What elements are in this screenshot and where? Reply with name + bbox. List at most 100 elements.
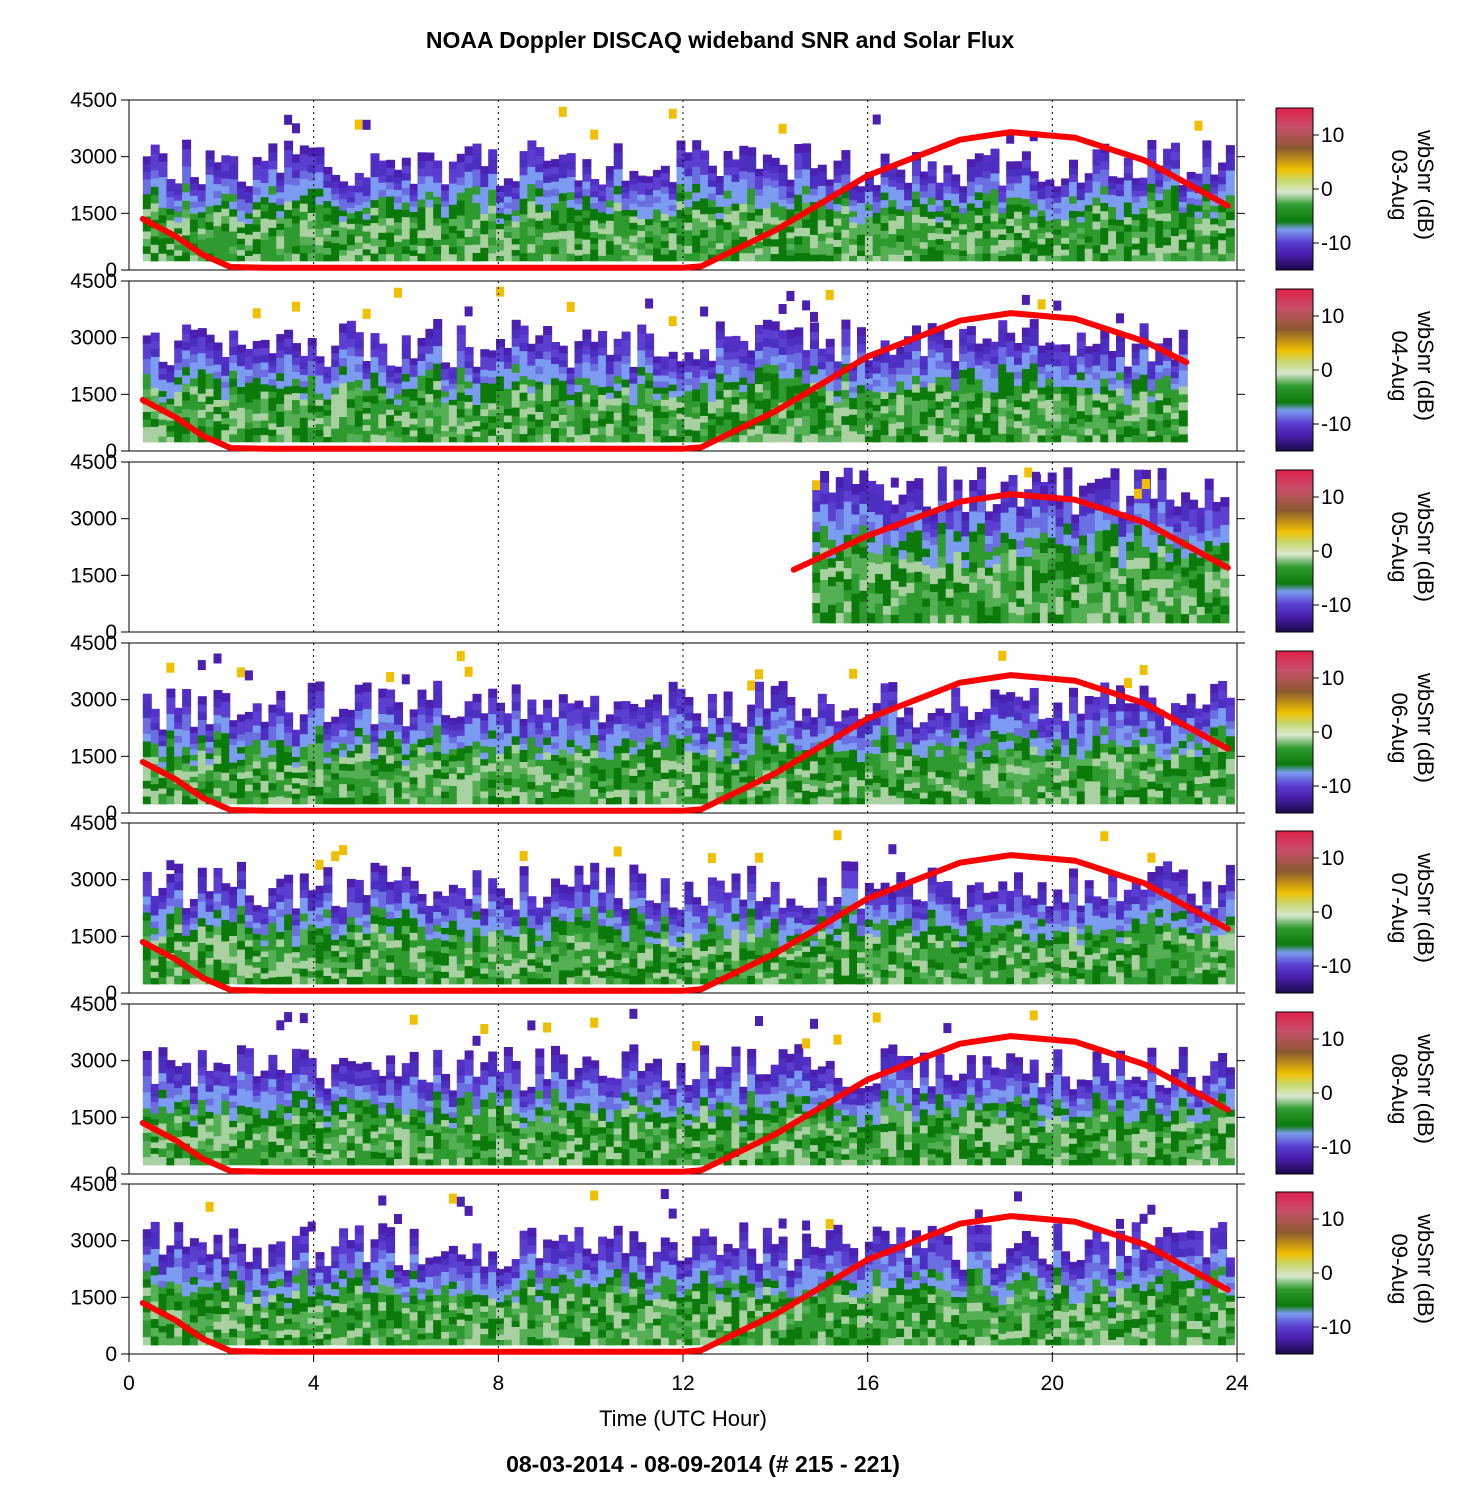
snr-cell bbox=[859, 547, 868, 559]
snr-cell bbox=[182, 746, 191, 755]
snr-cell bbox=[300, 784, 309, 791]
snr-cell bbox=[936, 433, 945, 442]
snr-cell bbox=[930, 536, 939, 545]
snr-cell bbox=[1079, 535, 1088, 546]
snr-cell bbox=[1100, 410, 1109, 419]
snr-cell bbox=[276, 731, 285, 740]
snr-cell bbox=[794, 169, 803, 178]
snr-cell bbox=[567, 383, 576, 389]
snr-cell bbox=[906, 501, 915, 512]
snr-cell bbox=[575, 377, 584, 385]
snr-cell bbox=[873, 201, 882, 207]
snr-cell bbox=[355, 248, 364, 255]
snr-cell bbox=[151, 797, 160, 805]
snr-cell bbox=[567, 394, 576, 400]
snr-cell bbox=[425, 222, 434, 231]
snr-cell bbox=[928, 433, 937, 442]
snr-cell bbox=[166, 705, 175, 714]
snr-cell bbox=[1126, 577, 1135, 587]
snr-cell bbox=[457, 192, 466, 200]
snr-cell bbox=[763, 155, 772, 163]
snr-cell bbox=[818, 220, 827, 228]
snr-cell bbox=[418, 397, 427, 405]
snr-cell bbox=[1187, 216, 1196, 223]
snr-cell bbox=[1001, 512, 1010, 523]
snr-cell bbox=[1045, 243, 1054, 250]
snr-cell bbox=[418, 345, 427, 353]
snr-cell bbox=[836, 477, 845, 488]
snr-cell bbox=[891, 555, 900, 564]
snr-cell bbox=[881, 369, 890, 377]
snr-cell bbox=[1155, 435, 1164, 443]
snr-cell bbox=[732, 396, 741, 404]
snr-cell bbox=[629, 367, 638, 373]
snr-cell bbox=[692, 140, 701, 149]
snr-cell bbox=[834, 384, 843, 391]
snr-cell bbox=[1179, 346, 1188, 355]
snr-cell bbox=[928, 190, 937, 198]
snr-cell bbox=[873, 404, 882, 411]
snr-cell bbox=[747, 383, 756, 390]
snr-cell bbox=[268, 385, 277, 392]
snr-cell bbox=[1108, 396, 1117, 403]
snr-cell bbox=[221, 796, 230, 805]
snr-cell bbox=[598, 394, 607, 403]
snr-cell bbox=[961, 551, 970, 560]
snr-cell bbox=[912, 237, 921, 246]
snr-cell bbox=[716, 364, 725, 373]
snr-cell bbox=[504, 435, 513, 443]
snr-cell bbox=[1016, 606, 1025, 615]
snr-cell bbox=[912, 359, 921, 368]
snr-cell bbox=[1189, 614, 1198, 624]
snr-cell bbox=[985, 575, 994, 584]
snr-cell bbox=[1197, 606, 1206, 615]
snr-cell bbox=[441, 184, 450, 190]
snr-cell bbox=[936, 199, 945, 205]
snr-cell bbox=[190, 378, 199, 387]
snr-cell bbox=[166, 713, 175, 722]
snr-cell bbox=[1077, 364, 1086, 373]
snr-cell bbox=[677, 183, 686, 192]
snr-cell bbox=[912, 375, 921, 384]
snr-cell bbox=[677, 430, 686, 437]
snr-cell bbox=[441, 436, 450, 443]
snr-cell bbox=[645, 249, 654, 256]
snr-cell bbox=[268, 219, 277, 228]
snr-cell bbox=[535, 163, 544, 172]
snr-cell bbox=[1108, 255, 1117, 262]
snr-cell bbox=[1155, 179, 1164, 187]
snr-cell bbox=[1069, 160, 1078, 168]
snr-cell bbox=[457, 177, 466, 185]
snr-cell bbox=[828, 576, 837, 586]
snr-cell bbox=[1061, 237, 1070, 244]
snr-cell bbox=[1030, 407, 1039, 417]
snr-cell bbox=[300, 195, 309, 204]
snr-cell bbox=[284, 235, 293, 244]
snr-cell bbox=[1016, 540, 1025, 549]
snr-cell bbox=[629, 203, 638, 210]
snr-cell bbox=[881, 391, 890, 399]
snr-cell bbox=[1220, 605, 1229, 615]
snr-cell bbox=[920, 405, 929, 412]
snr-cell bbox=[449, 176, 458, 184]
snr-cell bbox=[1053, 414, 1062, 422]
snr-cell bbox=[221, 393, 230, 400]
snr-cell bbox=[645, 364, 654, 373]
snr-cell bbox=[300, 797, 309, 804]
snr-cell bbox=[598, 250, 607, 256]
snr-cell bbox=[883, 535, 892, 545]
snr-cell bbox=[614, 177, 623, 186]
snr-cell bbox=[488, 429, 497, 436]
snr-cell bbox=[700, 409, 709, 416]
snr-cell bbox=[371, 380, 380, 389]
snr-cell bbox=[575, 370, 584, 378]
snr-cell bbox=[1205, 602, 1214, 613]
snr-cell bbox=[402, 350, 411, 358]
snr-cell bbox=[323, 167, 332, 175]
snr-cell bbox=[363, 237, 372, 244]
snr-cell bbox=[1202, 226, 1211, 235]
snr-cell bbox=[1140, 255, 1149, 262]
snr-cell bbox=[214, 162, 223, 170]
snr-cell bbox=[844, 589, 853, 601]
snr-cell bbox=[174, 742, 183, 750]
